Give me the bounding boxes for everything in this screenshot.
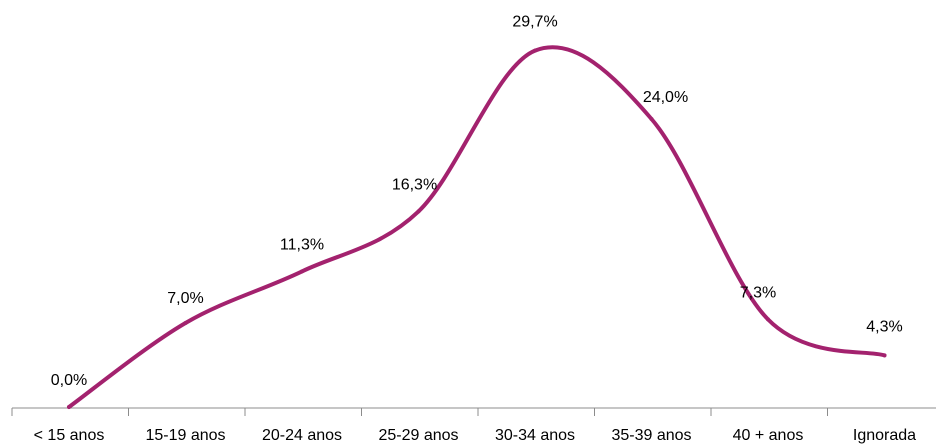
- data-label: 24,0%: [643, 89, 688, 106]
- data-label: 7,3%: [740, 284, 776, 301]
- data-label: 16,3%: [392, 176, 437, 193]
- data-point: [882, 353, 887, 358]
- x-tick-label: < 15 anos: [34, 427, 105, 444]
- x-axis: < 15 anos 15-19 anos 20-24 anos 25-29 anos 3…: [11, 407, 936, 444]
- x-tick-label: 20-24 anos: [262, 427, 342, 444]
- data-point: [416, 209, 421, 214]
- data-label: 4,3%: [866, 318, 902, 335]
- data-point: [649, 117, 654, 121]
- data-point: [300, 269, 304, 274]
- data-point: [766, 317, 770, 322]
- series-line: [67, 45, 887, 409]
- data-label: 7,0%: [167, 290, 203, 307]
- x-tick-label: 40 + anos: [733, 427, 804, 444]
- x-tick-label: Ignorada: [853, 427, 916, 444]
- x-tick-label: 30-34 anos: [495, 427, 575, 444]
- x-tick-label: 35-39 anos: [611, 427, 691, 444]
- data-label: 29,7%: [512, 14, 557, 31]
- x-tick-label: 15-19 anos: [145, 427, 225, 444]
- x-tick-label: 25-29 anos: [378, 427, 458, 444]
- data-point: [533, 48, 537, 53]
- data-point: [67, 405, 71, 409]
- data-label: 11,3%: [280, 236, 324, 253]
- data-point: [183, 321, 188, 325]
- data-labels: 0,0% 7,0% 11,3% 16,3% 29,7% 24,0% 7,3% 4,3%: [51, 14, 903, 389]
- series-layer: [67, 45, 887, 409]
- data-label: 0,0%: [51, 372, 87, 389]
